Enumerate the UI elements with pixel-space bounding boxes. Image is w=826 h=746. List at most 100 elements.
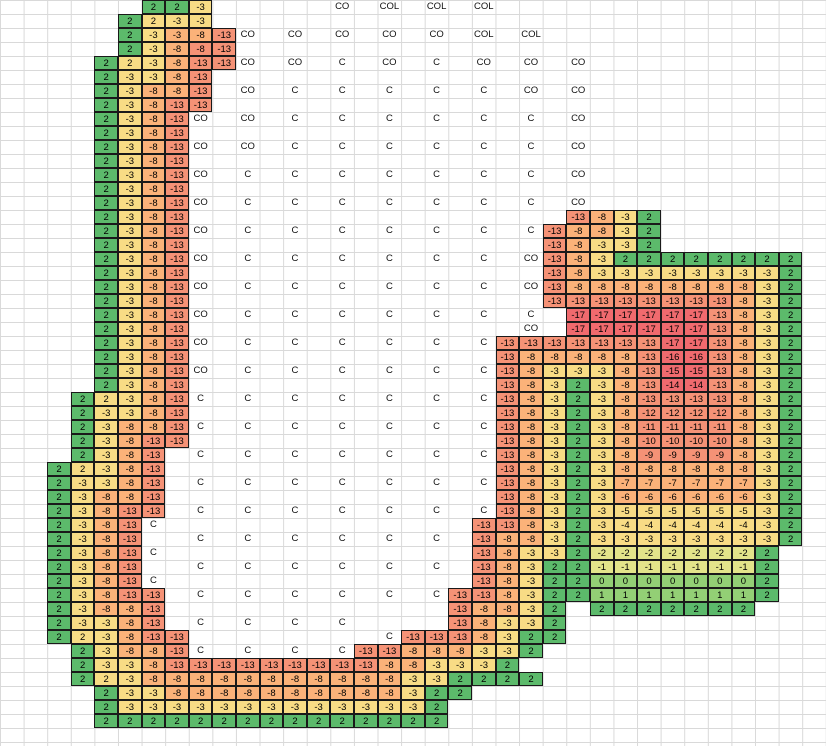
value-cell[interactable]: -13 bbox=[165, 294, 189, 308]
value-cell[interactable]: -3 bbox=[613, 210, 638, 224]
value-cell[interactable]: -13 bbox=[708, 294, 732, 308]
value-cell[interactable]: 2 bbox=[755, 546, 779, 560]
value-cell[interactable]: -8 bbox=[613, 364, 638, 378]
value-cell[interactable]: -13 bbox=[542, 238, 567, 252]
value-cell[interactable]: 2 bbox=[424, 686, 449, 700]
value-cell[interactable]: -3 bbox=[590, 532, 614, 546]
value-cell[interactable]: 2 bbox=[47, 574, 71, 588]
value-cell[interactable]: 2 bbox=[47, 490, 71, 504]
value-cell[interactable]: -13 bbox=[495, 462, 520, 476]
value-cell[interactable]: 2 bbox=[94, 336, 118, 350]
value-cell[interactable]: -8 bbox=[590, 280, 614, 294]
value-cell[interactable]: -13 bbox=[165, 630, 189, 644]
label-cell[interactable]: C bbox=[433, 365, 441, 376]
value-cell[interactable]: -3 bbox=[118, 672, 142, 686]
value-cell[interactable]: -3 bbox=[542, 532, 567, 546]
value-cell[interactable]: 2 bbox=[94, 210, 118, 224]
label-cell[interactable]: C bbox=[244, 197, 252, 208]
value-cell[interactable]: -13 bbox=[424, 630, 449, 644]
value-cell[interactable]: -13 bbox=[472, 560, 496, 574]
value-cell[interactable]: -13 bbox=[542, 266, 567, 280]
value-cell[interactable]: -3 bbox=[542, 434, 567, 448]
value-cell[interactable]: -8 bbox=[731, 350, 756, 364]
label-cell[interactable]: COL bbox=[379, 1, 400, 12]
value-cell[interactable]: -8 bbox=[118, 448, 142, 462]
value-cell[interactable]: 2 bbox=[637, 224, 661, 238]
label-cell[interactable]: C bbox=[385, 337, 393, 348]
value-cell[interactable]: 2 bbox=[778, 364, 803, 378]
value-cell[interactable]: -15 bbox=[684, 364, 708, 378]
value-cell[interactable]: 2 bbox=[70, 392, 95, 406]
label-cell[interactable]: C bbox=[291, 477, 299, 488]
value-cell[interactable]: -1 bbox=[684, 560, 708, 574]
label-cell[interactable]: C bbox=[480, 505, 488, 516]
value-cell[interactable]: 2 bbox=[94, 686, 118, 700]
value-cell[interactable]: -8 bbox=[141, 280, 166, 294]
value-cell[interactable]: -3 bbox=[613, 224, 638, 238]
value-cell[interactable]: -3 bbox=[70, 616, 95, 630]
value-cell[interactable]: 2 bbox=[424, 700, 449, 714]
value-cell[interactable]: -13 bbox=[165, 168, 189, 182]
label-cell[interactable]: CO bbox=[571, 197, 586, 208]
value-cell[interactable]: -12 bbox=[684, 406, 708, 420]
value-cell[interactable]: -3 bbox=[94, 630, 118, 644]
value-cell[interactable]: -8 bbox=[94, 602, 118, 616]
label-cell[interactable]: C bbox=[291, 197, 299, 208]
value-cell[interactable]: 2 bbox=[94, 280, 118, 294]
value-cell[interactable]: -3 bbox=[590, 462, 614, 476]
value-cell[interactable]: -8 bbox=[94, 504, 118, 518]
value-cell[interactable]: 2 bbox=[660, 602, 685, 616]
value-cell[interactable]: -13 bbox=[165, 112, 189, 126]
value-cell[interactable]: -13 bbox=[141, 448, 166, 462]
value-cell[interactable]: -8 bbox=[141, 364, 166, 378]
value-cell[interactable]: -10 bbox=[637, 434, 661, 448]
value-cell[interactable]: -13 bbox=[660, 392, 685, 406]
value-cell[interactable]: -8 bbox=[731, 294, 756, 308]
value-cell[interactable]: 2 bbox=[259, 714, 284, 728]
value-cell[interactable]: -8 bbox=[306, 672, 331, 686]
value-cell[interactable]: 2 bbox=[778, 294, 803, 308]
value-cell[interactable]: -8 bbox=[118, 630, 142, 644]
value-cell[interactable]: 2 bbox=[94, 294, 118, 308]
value-cell[interactable]: -3 bbox=[118, 126, 142, 140]
label-cell[interactable]: C bbox=[385, 477, 393, 488]
value-cell[interactable]: -13 bbox=[118, 518, 142, 532]
value-cell[interactable]: 2 bbox=[755, 588, 779, 602]
value-cell[interactable]: -3 bbox=[495, 630, 520, 644]
value-cell[interactable]: -8 bbox=[519, 378, 543, 392]
label-cell[interactable]: C bbox=[480, 225, 488, 236]
value-cell[interactable]: -17 bbox=[566, 308, 590, 322]
label-cell[interactable]: C bbox=[338, 169, 346, 180]
value-cell[interactable]: -3 bbox=[755, 504, 779, 518]
value-cell[interactable]: -8 bbox=[590, 224, 614, 238]
value-cell[interactable]: -8 bbox=[118, 462, 142, 476]
value-cell[interactable]: -14 bbox=[660, 378, 685, 392]
value-cell[interactable]: -8 bbox=[519, 476, 543, 490]
value-cell[interactable]: -13 bbox=[542, 224, 567, 238]
value-cell[interactable]: -8 bbox=[188, 686, 213, 700]
value-cell[interactable]: -13 bbox=[590, 294, 614, 308]
value-cell[interactable]: -9 bbox=[684, 448, 708, 462]
label-cell[interactable]: C bbox=[338, 337, 346, 348]
value-cell[interactable]: -8 bbox=[165, 42, 189, 56]
value-cell[interactable]: -9 bbox=[660, 448, 685, 462]
label-cell[interactable]: C bbox=[291, 645, 299, 656]
value-cell[interactable]: -8 bbox=[519, 364, 543, 378]
value-cell[interactable]: -5 bbox=[660, 504, 685, 518]
value-cell[interactable]: 2 bbox=[94, 140, 118, 154]
label-cell[interactable]: C bbox=[338, 309, 346, 320]
value-cell[interactable]: -17 bbox=[660, 336, 685, 350]
value-cell[interactable]: 2 bbox=[566, 574, 590, 588]
value-cell[interactable]: -3 bbox=[118, 112, 142, 126]
value-cell[interactable]: -7 bbox=[660, 476, 685, 490]
value-cell[interactable]: 2 bbox=[94, 700, 118, 714]
value-cell[interactable]: -13 bbox=[495, 336, 520, 350]
value-cell[interactable]: -3 bbox=[141, 56, 166, 70]
value-cell[interactable]: -8 bbox=[94, 546, 118, 560]
value-cell[interactable]: 2 bbox=[70, 406, 95, 420]
value-cell[interactable]: -8 bbox=[401, 658, 425, 672]
value-cell[interactable]: -13 bbox=[495, 378, 520, 392]
value-cell[interactable]: -8 bbox=[94, 490, 118, 504]
value-cell[interactable]: -3 bbox=[519, 588, 543, 602]
label-cell[interactable]: C bbox=[291, 281, 299, 292]
